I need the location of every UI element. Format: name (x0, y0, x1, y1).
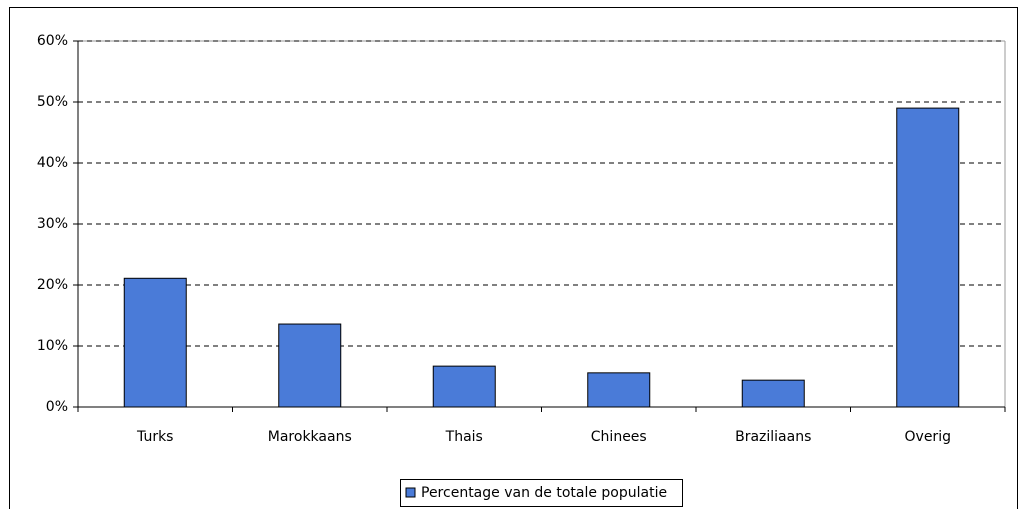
chart-frame (9, 7, 1018, 509)
legend-swatch (405, 487, 416, 498)
bar (278, 323, 342, 408)
legend-label: Percentage van de totale populatie (421, 485, 667, 501)
x-tick-label: Braziliaans (735, 429, 811, 445)
bar (123, 277, 187, 408)
y-tick-label: 30% (37, 216, 68, 232)
y-tick-label: 40% (37, 155, 68, 171)
y-tick-label: 10% (37, 338, 68, 354)
x-tick-label: Overig (905, 429, 951, 445)
x-tick-label: Thais (445, 429, 483, 445)
bar (587, 372, 651, 408)
y-tick-label: 20% (37, 277, 68, 293)
x-tick-label: Turks (136, 429, 173, 445)
bar (432, 365, 496, 408)
y-tick-label: 0% (46, 399, 68, 415)
bar (896, 107, 960, 408)
y-tick-label: 50% (37, 94, 68, 110)
x-tick-label: Chinees (591, 429, 647, 445)
legend-box (400, 479, 683, 507)
bar (741, 379, 805, 408)
x-tick-label: Marokkaans (268, 429, 352, 445)
y-tick-label: 60% (37, 33, 68, 49)
